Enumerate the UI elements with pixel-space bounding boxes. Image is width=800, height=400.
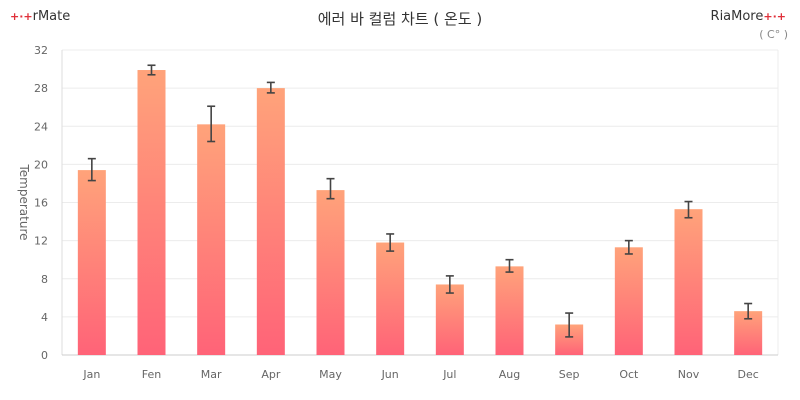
y-axis-label: Temperature [17,163,31,240]
chart-title: 에러 바 컬럼 차트 ( 온도 ) [317,10,483,28]
x-tick-label: Oct [619,368,639,381]
bar-apr [256,88,285,355]
y-tick-label: 4 [41,311,48,324]
y-tick-label: 24 [34,120,48,133]
x-tick-label: May [319,368,342,381]
error-bar-layer [87,64,753,338]
brand-name-left: rMate [32,9,71,24]
bar-layer [77,70,763,355]
tick-layer: 0 4 8 12 16 20 24 28 32 Jan Fen Mar Apr May Jun Jul Aug S… [34,44,759,381]
x-tick-label: Fen [142,368,161,381]
brand-logo-right: RiaMore+·+ [711,9,786,24]
unit-label: ( C° ) [759,28,788,41]
grid-layer [61,49,779,356]
bar-mar [197,124,226,355]
y-tick-label: 16 [34,197,48,210]
bar-oct [614,247,643,355]
y-tick-label: 0 [41,349,48,362]
x-tick-label: Jul [442,368,456,381]
y-tick-label: 12 [34,235,48,248]
brand-name-right: RiaMore [710,9,764,24]
bar-may [316,190,345,355]
bar-aug [495,266,524,355]
bar-jul [435,284,464,355]
y-tick-label: 32 [34,44,48,57]
bar-jun [376,242,405,355]
x-tick-label: Jun [381,368,399,381]
y-tick-label: 8 [41,273,48,286]
x-tick-label: Jan [82,368,100,381]
brand-plus-icon: +·+ [763,10,786,23]
bar-fen [137,70,166,355]
x-tick-label: Apr [261,368,281,381]
bar-jan [77,170,106,355]
x-tick-label: Dec [738,368,759,381]
x-tick-label: Aug [499,368,520,381]
brand-logo-left: +·+rMate [10,9,70,24]
x-tick-label: Nov [678,368,700,381]
x-tick-label: Sep [559,368,580,381]
x-tick-label: Mar [201,368,222,381]
brand-plus-icon: +·+ [10,10,33,23]
y-tick-label: 20 [34,158,48,171]
y-tick-label: 28 [34,82,48,95]
bar-nov [674,209,703,355]
